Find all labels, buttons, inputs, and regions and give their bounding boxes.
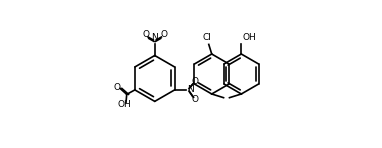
Text: OH: OH [242, 33, 256, 42]
Text: Cl: Cl [202, 33, 211, 42]
Text: O: O [142, 30, 149, 39]
Text: O: O [114, 83, 121, 92]
Text: O: O [160, 30, 167, 39]
Text: OH: OH [118, 100, 132, 109]
Text: N: N [187, 85, 194, 94]
Text: O: O [192, 77, 199, 86]
Text: O: O [192, 95, 199, 104]
Text: N: N [151, 33, 158, 42]
